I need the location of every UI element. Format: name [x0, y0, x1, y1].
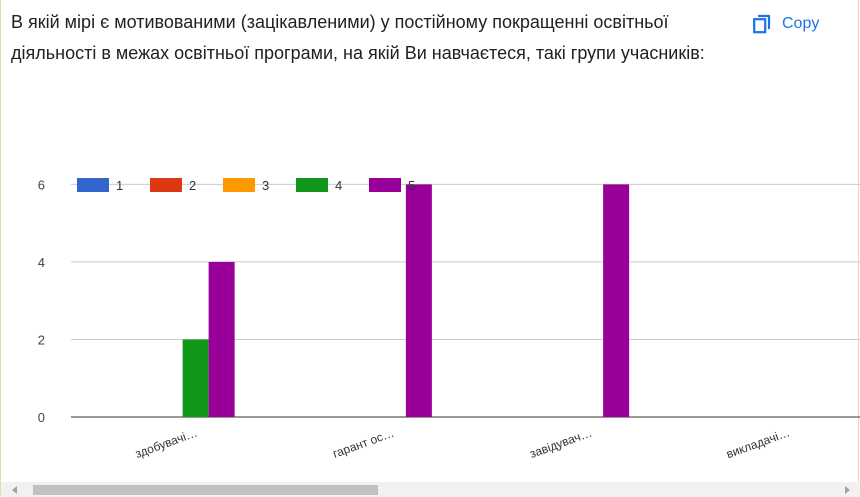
question-title: В якій мірі є мотивованими (зацікавленим…	[11, 12, 705, 63]
y-tick-label: 4	[38, 255, 45, 270]
horizontal-scrollbar[interactable]	[1, 482, 860, 497]
legend-label: 5	[408, 178, 415, 193]
x-tick-label: завідувач…	[528, 426, 594, 461]
y-tick-label: 6	[38, 177, 45, 192]
bar-series-5	[405, 184, 432, 417]
legend-swatch	[296, 178, 328, 192]
bar-series-4	[182, 339, 209, 417]
legend-label: 1	[116, 178, 123, 193]
bar-series-5	[208, 261, 235, 417]
scroll-right-arrow-icon[interactable]	[839, 482, 854, 497]
legend-swatch	[150, 178, 182, 192]
legend-label: 3	[262, 178, 269, 193]
legend-swatch	[77, 178, 109, 192]
x-tick-label: здобувачі…	[133, 426, 199, 461]
copy-button-label: Copy	[782, 15, 820, 32]
bar-series-5	[603, 184, 630, 417]
legend-label: 2	[189, 178, 196, 193]
x-tick-label: гарант ос…	[331, 426, 396, 461]
copy-chart-button[interactable]: Copy	[751, 10, 819, 38]
copy-icon	[753, 14, 771, 34]
y-tick-label: 2	[38, 332, 45, 347]
scroll-left-arrow-icon[interactable]	[7, 482, 22, 497]
x-tick-label: викладачі…	[724, 425, 791, 461]
y-tick-label: 0	[38, 410, 45, 425]
legend-swatch	[369, 178, 401, 192]
bar-chart: 0 2 4 6 здобувачі… гарант ос… завідувач… виклад…	[38, 177, 860, 461]
scrollbar-thumb[interactable]	[33, 485, 378, 495]
legend-label: 4	[335, 178, 342, 193]
legend-swatch	[223, 178, 255, 192]
